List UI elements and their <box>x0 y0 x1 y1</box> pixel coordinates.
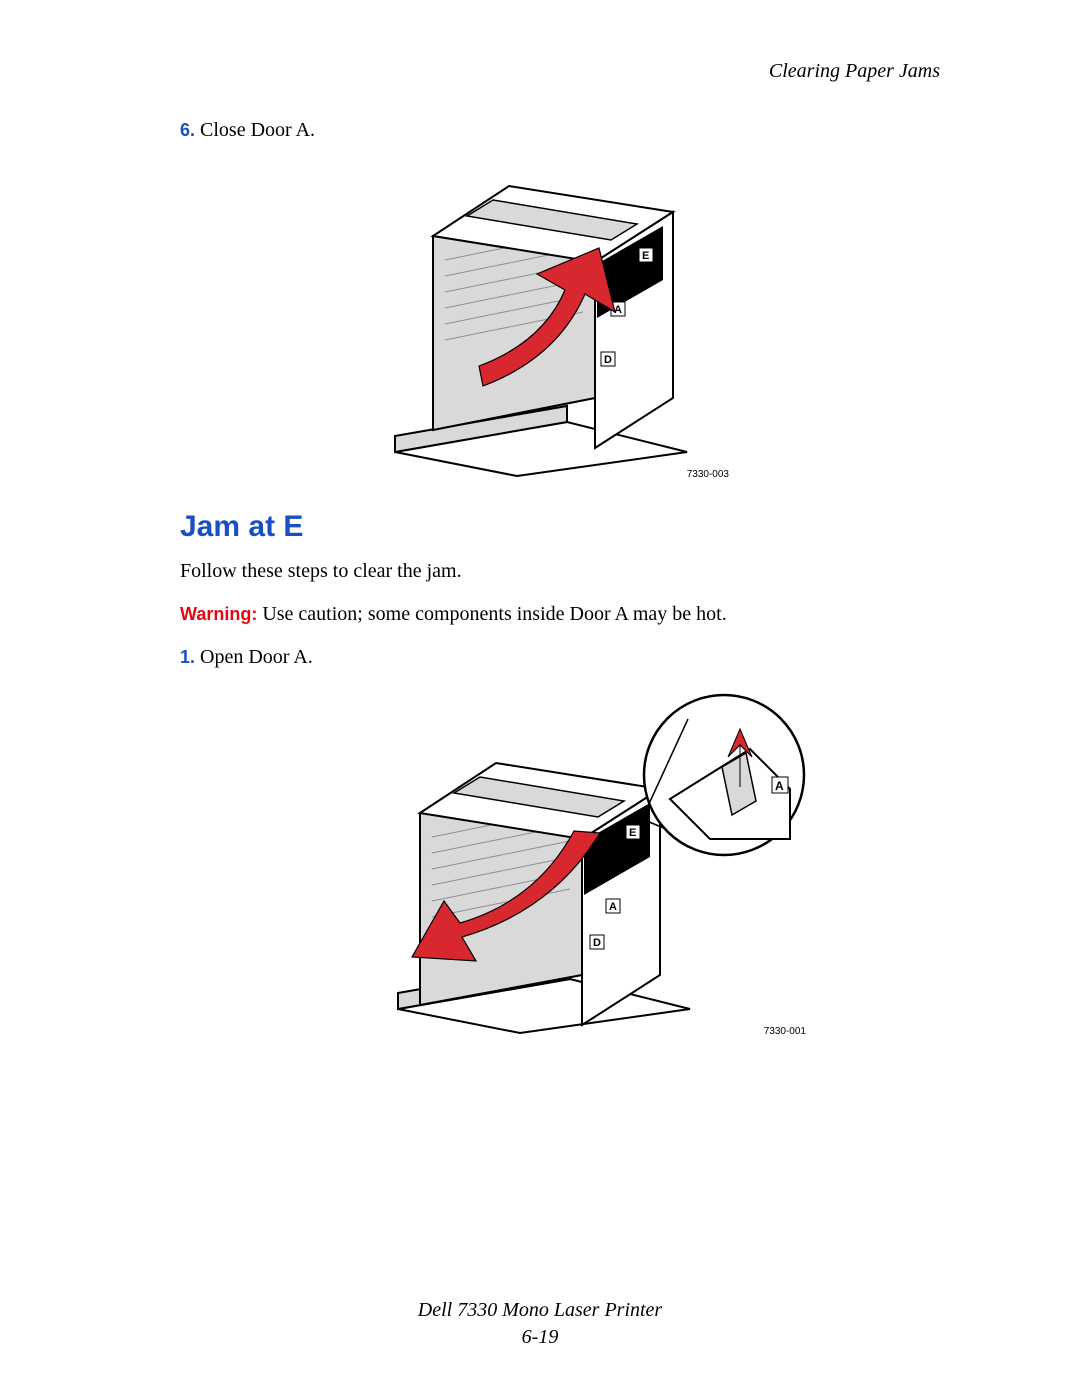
footer-product: Dell 7330 Mono Laser Printer <box>0 1297 1080 1324</box>
footer-page-number: 6-19 <box>0 1324 1080 1351</box>
step-6-text: Close Door A. <box>200 119 315 141</box>
step-1-number: 1. <box>180 647 195 667</box>
warning-paragraph: Warning: Use caution; some components in… <box>180 603 940 626</box>
figure-close-door-a: E A D 7330-003 <box>387 152 733 482</box>
step-1: 1. Open Door A. <box>180 646 940 669</box>
svg-text:A: A <box>775 779 784 793</box>
heading-jam-at-e: Jam at E <box>180 510 940 544</box>
intro-paragraph: Follow these steps to clear the jam. <box>180 560 940 583</box>
svg-text:D: D <box>593 937 601 949</box>
figure-open-door-a: E A D A 7330-001 <box>390 679 810 1039</box>
printer-close-door-illustration: E A D <box>387 152 733 482</box>
running-header: Clearing Paper Jams <box>180 60 940 83</box>
page: Clearing Paper Jams 6. Close Door A. <box>0 0 1080 1397</box>
step-6: 6. Close Door A. <box>180 119 940 142</box>
step-1-text: Open Door A. <box>200 646 313 668</box>
warning-label: Warning: <box>180 604 257 624</box>
step-6-number: 6. <box>180 120 195 140</box>
svg-text:E: E <box>629 827 636 839</box>
svg-text:E: E <box>642 250 649 262</box>
printer-open-door-illustration: E A D A <box>390 679 810 1039</box>
page-footer: Dell 7330 Mono Laser Printer 6-19 <box>0 1297 1080 1351</box>
warning-text: Use caution; some components inside Door… <box>257 603 726 625</box>
svg-text:D: D <box>604 354 612 366</box>
figure-2-caption: 7330-001 <box>764 1026 806 1037</box>
figure-1-caption: 7330-003 <box>687 469 729 480</box>
svg-text:A: A <box>609 901 617 913</box>
svg-text:A: A <box>614 304 622 316</box>
